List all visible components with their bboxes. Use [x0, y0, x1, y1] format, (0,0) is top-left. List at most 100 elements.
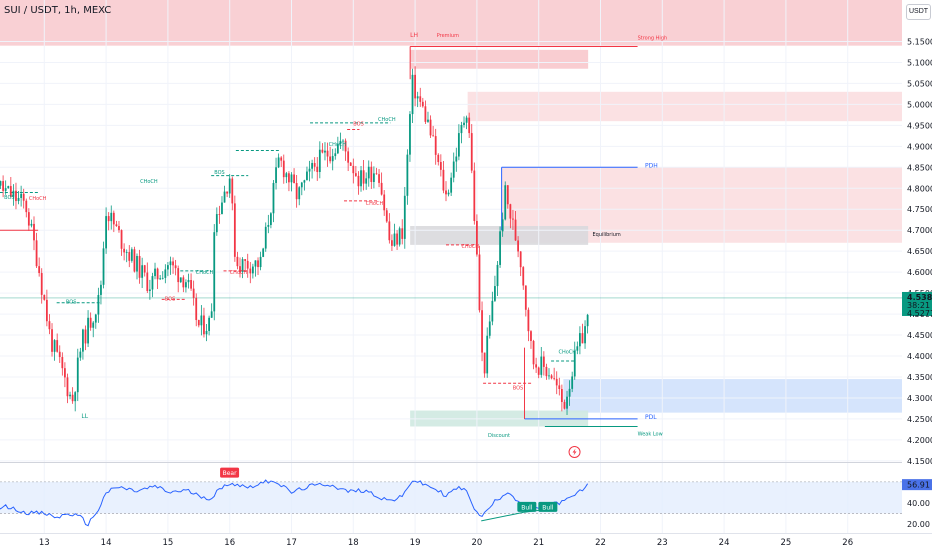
bull-label: Bull	[538, 501, 558, 512]
candle	[22, 193, 25, 201]
candle	[179, 277, 182, 283]
structure-label: Weak Low	[638, 432, 663, 438]
candle	[560, 389, 563, 403]
candle	[311, 163, 313, 169]
rsi-value-label: 56.91	[907, 481, 930, 490]
candle	[298, 187, 301, 200]
candle	[542, 356, 545, 367]
candle	[568, 388, 571, 397]
candle	[414, 74, 416, 99]
candle	[239, 266, 241, 272]
label-box	[517, 501, 537, 512]
time-tick: 22	[595, 538, 606, 548]
price-tick: 4.3500	[907, 373, 932, 382]
candle	[478, 254, 481, 311]
candle	[385, 210, 388, 222]
candle	[241, 259, 244, 272]
rsi-line	[0, 479, 589, 527]
candle	[45, 299, 48, 322]
candle	[393, 233, 396, 246]
price-tick: 5.1000	[907, 58, 932, 67]
candle	[403, 195, 406, 239]
label-box	[538, 501, 558, 512]
candle	[537, 367, 540, 375]
candle	[411, 74, 414, 115]
candle	[280, 157, 283, 161]
candle	[64, 368, 66, 378]
structure-label: BOS	[4, 195, 14, 201]
time-axis[interactable]: 13 14 15 16 17 18 19 20 21 22 23 24 25 26	[0, 533, 932, 550]
candle	[396, 233, 398, 245]
time-tick: 24	[719, 538, 730, 548]
candle	[92, 322, 95, 328]
candle	[164, 269, 167, 278]
candle	[432, 135, 435, 137]
candle	[352, 165, 355, 174]
candle	[146, 272, 149, 291]
candle	[174, 265, 177, 269]
candle	[154, 268, 156, 277]
candle	[499, 231, 501, 265]
candle	[159, 278, 162, 280]
candle	[409, 114, 411, 155]
candle	[89, 317, 92, 328]
candle	[530, 331, 532, 341]
candle	[434, 136, 437, 155]
candle	[277, 157, 280, 168]
structure-label: BOS	[214, 170, 224, 176]
candle	[354, 173, 357, 176]
structure-label: CHoCH	[329, 142, 347, 148]
candle	[571, 376, 574, 389]
rsi-tick: 40.00	[907, 499, 930, 508]
candle	[421, 101, 424, 107]
candle	[524, 285, 527, 310]
candle	[365, 178, 368, 184]
candle	[419, 96, 422, 102]
price-axis[interactable]: 5.1500 5.1000 5.0500 5.0000 4.9500 4.9000 4.85…	[902, 0, 932, 533]
candle	[514, 219, 517, 241]
time-tick: 26	[842, 538, 853, 548]
structure-label: CHoCH	[461, 244, 479, 250]
candle	[128, 252, 131, 261]
candle	[48, 321, 51, 330]
structure-label: LL	[81, 413, 88, 420]
candle	[334, 153, 337, 157]
candle	[306, 171, 308, 181]
candle	[316, 166, 319, 173]
candle	[555, 378, 558, 386]
price-tick: 4.7500	[907, 205, 932, 214]
candle	[326, 150, 329, 157]
candle	[143, 265, 146, 273]
structure-label: CHoCH	[558, 350, 576, 356]
candle	[406, 154, 409, 196]
candle	[329, 156, 332, 162]
structure-label: Discount	[488, 433, 510, 439]
candle	[313, 163, 316, 167]
candle	[15, 190, 17, 202]
candle	[506, 185, 509, 205]
candle	[380, 182, 383, 195]
candle	[548, 375, 550, 377]
price-tick: 4.4500	[907, 331, 932, 340]
currency-button[interactable]: USDT	[906, 4, 931, 20]
candle	[527, 309, 530, 332]
candle	[35, 240, 38, 267]
bull-divergence-line	[481, 511, 524, 522]
candle	[339, 140, 342, 145]
candle	[257, 260, 259, 268]
rsi-pane: Bear Bull Bull	[0, 462, 932, 527]
candle	[7, 186, 10, 189]
candle	[437, 154, 440, 163]
candle	[151, 276, 154, 290]
candle	[308, 168, 311, 172]
candle	[123, 248, 126, 253]
time-tick: 25	[780, 538, 791, 548]
candle	[76, 357, 79, 393]
structure-label: BOS	[66, 300, 76, 306]
candle	[38, 266, 41, 274]
candle	[303, 180, 306, 183]
candle	[236, 256, 239, 267]
structure-lines-layer	[0, 46, 902, 427]
axis-bg	[902, 0, 932, 533]
